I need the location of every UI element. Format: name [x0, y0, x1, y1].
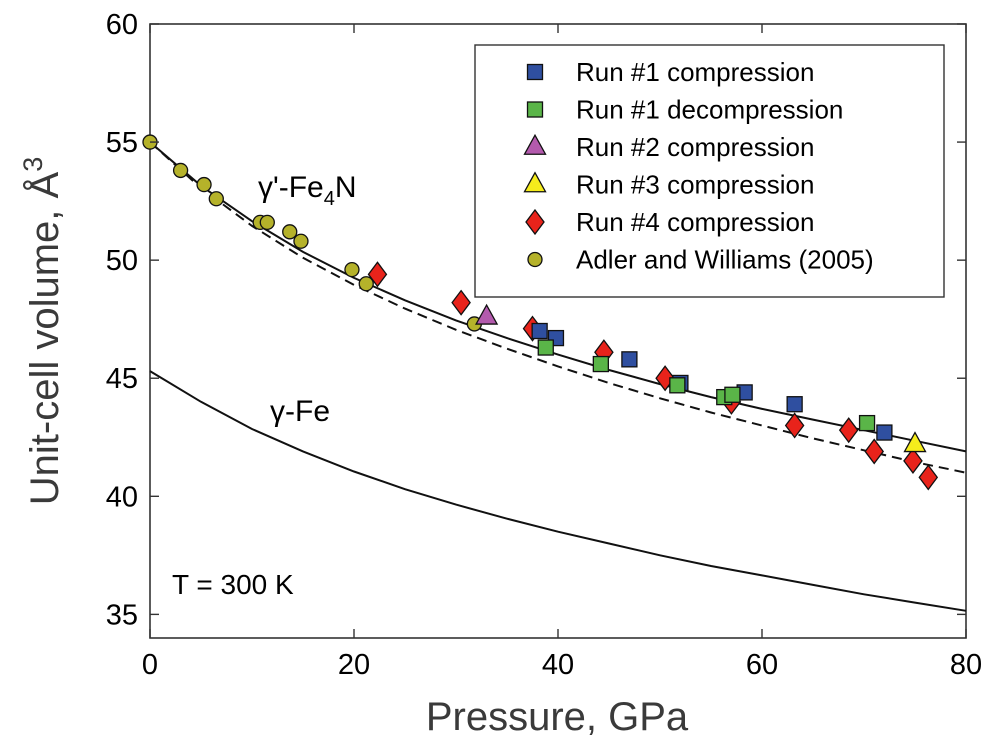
- point-adler-and-williams-2005: [282, 224, 298, 240]
- y-tick-label: 50: [106, 245, 138, 277]
- point-run-1-decompression: [858, 414, 876, 432]
- point-adler-and-williams-2005: [293, 233, 309, 249]
- x-tick-label: 20: [338, 649, 370, 681]
- point-run-4-compression: [367, 261, 388, 288]
- legend-marker: [526, 101, 544, 118]
- legend-box: [474, 44, 945, 298]
- y-tick-label: 35: [106, 599, 138, 631]
- point-run-1-decompression: [669, 377, 686, 394]
- gamma-fe-eos: [149, 370, 967, 612]
- point-run-4-compression: [838, 417, 859, 444]
- point-adler-and-williams-2005: [196, 176, 212, 193]
- legend-marker: [525, 208, 545, 236]
- point-run-1-compression: [621, 351, 638, 368]
- point-run-4-compression: [784, 412, 805, 439]
- ticks-layer: 0 20 40 60 80 35 40 45 50 55 60: [106, 9, 982, 681]
- point-adler-and-williams-2005: [358, 276, 374, 292]
- y-tick-label: 55: [106, 127, 138, 159]
- point-run-3-compression: [903, 431, 927, 453]
- x-axis-label: Pressure, GPa: [426, 695, 689, 739]
- point-run-1-compression: [531, 322, 548, 340]
- point-run-4-compression: [864, 438, 885, 465]
- point-adler-and-williams-2005: [344, 261, 360, 278]
- point-adler-and-williams-2005: [208, 191, 224, 207]
- y-axis-label: Unit-cell volume, Å3: [18, 157, 67, 505]
- point-run-1-compression: [786, 396, 803, 413]
- point-run-1-decompression: [724, 386, 741, 403]
- legend-entry-label: Adler and Williams (2005): [576, 245, 874, 275]
- fe4n-fit-dashed: [149, 141, 967, 474]
- point-run-1-decompression: [537, 339, 554, 356]
- legend-marker: [523, 133, 547, 155]
- x-tick-label: 0: [142, 649, 158, 681]
- point-run-4-compression: [451, 289, 471, 316]
- legend-marker: [523, 171, 547, 193]
- y-axis-label-superscript: 3: [18, 157, 48, 172]
- point-run-4-compression: [903, 447, 923, 474]
- fe4n-fit-solid: [149, 141, 967, 453]
- legend-entry-label: Run #1 decompression: [576, 95, 843, 125]
- y-tick-label: 40: [106, 481, 138, 513]
- x-tick-label: 80: [950, 649, 982, 681]
- x-tick-label: 60: [746, 649, 778, 681]
- curves-layer: [149, 141, 967, 612]
- y-tick-label: 45: [106, 363, 138, 395]
- y-tick-label: 60: [106, 9, 138, 41]
- legend-entry-label: Run #2 compression: [576, 132, 814, 162]
- point-run-1-compression: [876, 424, 893, 441]
- x-tick-label: 40: [542, 649, 574, 681]
- legend-entry-label: Run #4 compression: [576, 207, 814, 237]
- legend: Run #1 compression Run #1 decompression Ru…: [474, 44, 945, 298]
- markers-layer: [142, 134, 939, 491]
- legend-entry-label: Run #1 compression: [576, 57, 814, 87]
- point-run-2-compression: [474, 303, 499, 325]
- point-run-1-decompression: [592, 355, 609, 373]
- legend-marker: [526, 63, 544, 81]
- temperature-annotation: T = 300 K: [172, 569, 294, 600]
- point-adler-and-williams-2005: [172, 162, 189, 179]
- legend-entry-label: Run #3 compression: [576, 170, 814, 200]
- y-axis-label-text: Unit-cell volume, Å: [22, 171, 67, 505]
- point-run-4-compression: [918, 464, 939, 491]
- point-adler-and-williams-2005: [259, 214, 275, 231]
- fe4n-curve-label: γ'-Fe4N: [258, 171, 357, 210]
- legend-marker: [527, 251, 543, 268]
- gamma-fe-curve-label: γ-Fe: [270, 395, 330, 428]
